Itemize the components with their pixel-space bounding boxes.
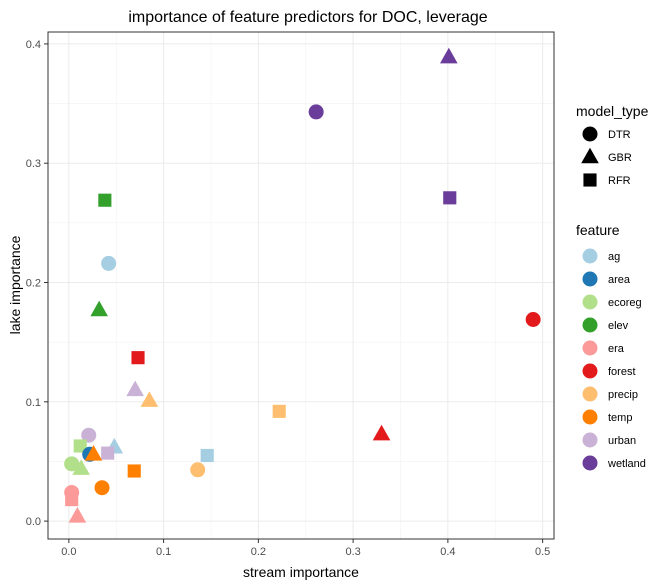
point-precip-rfr [272, 404, 286, 418]
legend-key-gbr [581, 147, 599, 164]
legend-key-wetland [582, 455, 598, 471]
x-tick-label: 0.1 [156, 546, 171, 558]
legend-label-dtr: DTR [608, 129, 631, 141]
x-tick-label: 0.2 [251, 546, 266, 558]
x-axis-ticks: 0.0 0.1 0.2 0.3 0.4 0.5 [61, 539, 550, 558]
legend-label-precip: precip [608, 389, 638, 401]
legend-key-rfr [583, 173, 597, 187]
chart-title: importance of feature predictors for DOC… [128, 9, 487, 26]
legend-key-ecoreg [582, 294, 598, 310]
point-temp-dtr [94, 480, 110, 496]
y-axis-ticks: 0.0 0.1 0.2 0.3 0.4 [26, 39, 48, 528]
x-tick-label: 0.5 [535, 546, 550, 558]
point-forest-gbr [372, 424, 391, 441]
point-ecoreg-gbr [72, 459, 90, 475]
data-points [64, 47, 541, 523]
legend-label-gbr: GBR [608, 152, 632, 164]
legend-label-elev: elev [608, 320, 629, 332]
point-era-gbr [68, 507, 87, 523]
legend-key-elev [582, 317, 598, 333]
point-wetland-gbr [440, 47, 458, 64]
point-precip-dtr [190, 462, 206, 478]
point-ecoreg-rfr [73, 439, 87, 453]
grid-lines [48, 32, 554, 539]
point-forest-dtr [525, 311, 541, 327]
legend-feature: feature ag area ecoreg elev era forest precip t… [576, 222, 646, 471]
y-tick-label: 0.0 [26, 516, 41, 528]
y-tick-label: 0.2 [26, 278, 41, 290]
legend-feature-title: feature [576, 222, 620, 238]
legend-label-rfr: RFR [608, 175, 631, 187]
point-forest-rfr [131, 351, 145, 365]
legend-label-wetland: wetland [607, 458, 646, 470]
legend-key-precip [582, 386, 598, 402]
legend-key-dtr [582, 126, 598, 142]
plot-panel-border [47, 31, 555, 540]
legend-label-ag: ag [608, 251, 620, 263]
legend-label-era: era [608, 343, 625, 355]
legend-key-temp [582, 409, 598, 425]
y-axis-title: lake importance [7, 235, 23, 334]
legend-label-temp: temp [608, 412, 632, 424]
y-tick-label: 0.4 [26, 39, 41, 51]
point-ecoreg-dtr [64, 456, 80, 472]
legend-key-area [582, 271, 598, 287]
legend-label-urban: urban [608, 435, 636, 447]
legend-label-area: area [608, 274, 631, 286]
point-temp-rfr [127, 464, 141, 478]
point-wetland-rfr [443, 191, 457, 205]
x-tick-label: 0.0 [61, 546, 76, 558]
x-axis-title: stream importance [243, 564, 359, 580]
point-wetland-dtr [308, 104, 324, 120]
point-urban-dtr [81, 427, 97, 443]
point-temp-gbr [84, 445, 103, 461]
legend-key-era [582, 340, 598, 356]
legend-model-type: model_type DTR GBR RFR [576, 103, 649, 187]
legend-key-urban [582, 432, 598, 448]
point-urban-gbr [126, 380, 144, 397]
point-ag-rfr [200, 448, 214, 463]
x-tick-label: 0.3 [345, 546, 360, 558]
y-tick-label: 0.1 [26, 397, 41, 409]
point-precip-gbr [140, 391, 159, 407]
x-tick-label: 0.4 [440, 546, 455, 558]
point-urban-rfr [101, 446, 115, 460]
point-elev-gbr [90, 300, 108, 317]
point-era-rfr [65, 493, 79, 507]
point-elev-rfr [98, 193, 112, 207]
plot-background [48, 32, 554, 539]
y-tick-label: 0.3 [26, 158, 41, 170]
legend-label-forest: forest [608, 366, 636, 378]
legend-model-type-title: model_type [576, 103, 649, 119]
legend-key-forest [582, 363, 598, 379]
point-ag-dtr [101, 255, 117, 271]
legend-label-ecoreg: ecoreg [608, 297, 642, 309]
legend-key-ag [582, 248, 598, 264]
